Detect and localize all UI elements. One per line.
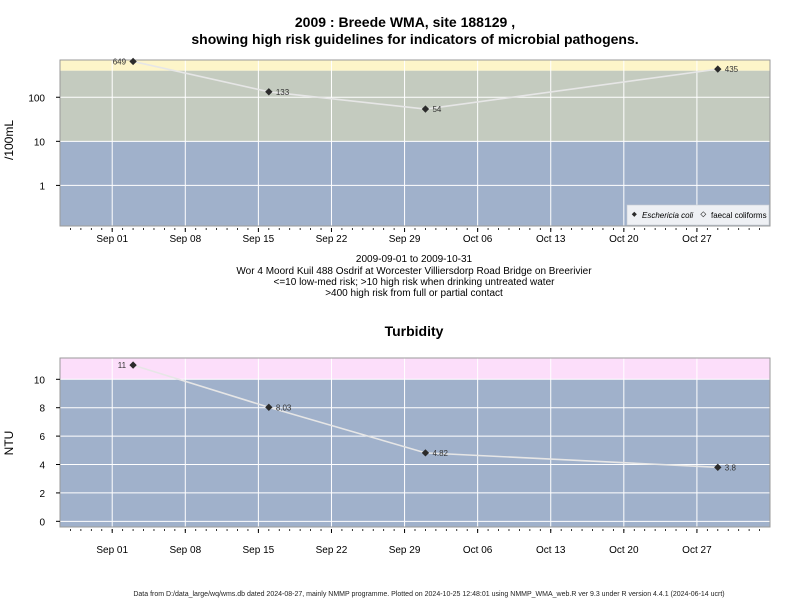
- risk-band-1: [60, 70, 770, 142]
- x-tick-label-7: Oct 20: [609, 234, 639, 245]
- data-point-3: [714, 65, 722, 73]
- chart-title-line2: showing high risk guidelines for indicat…: [191, 31, 638, 47]
- microbial-plot: Sep 01 Sep 08 Sep 15 Sep 22 Sep 29 Oct 06 Oct …: [2, 57, 771, 245]
- guideline-caption-2: >400 high risk from full or partial cont…: [325, 288, 503, 299]
- data-label-3: 435: [725, 65, 739, 74]
- x-tick-label-1: Sep 08: [169, 545, 201, 556]
- turbidity-plot: Sep 01 Sep 08 Sep 15 Sep 22 Sep 29 Oct 06 Oct …: [2, 357, 771, 556]
- data-label-0: 11: [118, 361, 127, 370]
- x-tick-label-1: Sep 08: [169, 234, 201, 245]
- data-point-1: [265, 403, 273, 411]
- x-tick-label-6: Oct 13: [536, 234, 566, 245]
- x-tick-label-4: Sep 29: [389, 545, 421, 556]
- x-tick-label-3: Sep 22: [316, 234, 348, 245]
- x-tick-label-5: Oct 06: [463, 545, 493, 556]
- legend-faecal-label: faecal coliforms: [711, 211, 767, 220]
- plot-frame: [59, 357, 771, 528]
- plot-frame: [59, 59, 771, 227]
- x-tick-label-6: Oct 13: [536, 545, 566, 556]
- chart-title-line1: 2009 : Breede WMA, site 188129 ,: [295, 14, 515, 30]
- risk-band-1: [60, 379, 770, 527]
- x-tick-label-0: Sep 01: [96, 234, 128, 245]
- site-description-caption: Wor 4 Moord Kuil 488 Osdrif at Worcester…: [236, 266, 592, 277]
- data-label-1: 8.03: [276, 403, 292, 412]
- legend-faecal-marker: [700, 211, 707, 218]
- y-axis-title: NTU: [2, 431, 16, 456]
- series-line-0: [132, 60, 718, 110]
- turbidity-title: Turbidity: [385, 323, 444, 339]
- y-tick-label-3: 6: [39, 432, 45, 443]
- legend-box: [626, 204, 770, 226]
- x-tick-label-2: Sep 15: [243, 545, 275, 556]
- data-label-2: 4.82: [432, 449, 448, 458]
- footer-note: Data from D:/data_large/wq/wms.db dated …: [133, 591, 724, 598]
- x-tick-label-2: Sep 15: [243, 234, 275, 245]
- y-tick-label-4: 8: [39, 404, 45, 415]
- legend: Eschericia coli faecal coliforms: [626, 204, 770, 226]
- data-point-2: [421, 449, 430, 457]
- date-range-caption: 2009-09-01 to 2009-10-31: [356, 254, 473, 265]
- data-label-0: 649: [113, 57, 127, 66]
- data-label-1: 133: [276, 88, 290, 97]
- data-label-3: 3.8: [725, 463, 737, 472]
- y-tick-label-1: 10: [34, 137, 46, 148]
- y-tick-label-0: 0: [39, 517, 45, 528]
- x-tick-label-3: Sep 22: [316, 545, 348, 556]
- y-tick-label-2: 100: [28, 93, 45, 104]
- legend-ecoli-label: Eschericia coli: [642, 211, 693, 220]
- risk-band-0: [60, 60, 770, 71]
- y-tick-label-2: 4: [39, 461, 45, 472]
- y-tick-label-5: 10: [34, 375, 46, 386]
- risk-band-0: [60, 358, 770, 380]
- x-tick-label-8: Oct 27: [682, 545, 712, 556]
- guideline-caption-1: <=10 low-med risk; >10 high risk when dr…: [274, 277, 556, 288]
- data-point-3: [714, 463, 722, 472]
- x-tick-label-5: Oct 06: [463, 234, 493, 245]
- x-tick-label-0: Sep 01: [96, 545, 128, 556]
- x-tick-label-4: Sep 29: [389, 234, 421, 245]
- series-line-0: [132, 364, 718, 469]
- x-tick-label-8: Oct 27: [682, 234, 712, 245]
- y-tick-label-1: 2: [39, 489, 45, 500]
- y-tick-label-0: 1: [39, 181, 45, 192]
- data-label-2: 54: [432, 105, 441, 114]
- y-axis-title: /100mL: [2, 120, 16, 160]
- x-tick-label-7: Oct 20: [609, 545, 639, 556]
